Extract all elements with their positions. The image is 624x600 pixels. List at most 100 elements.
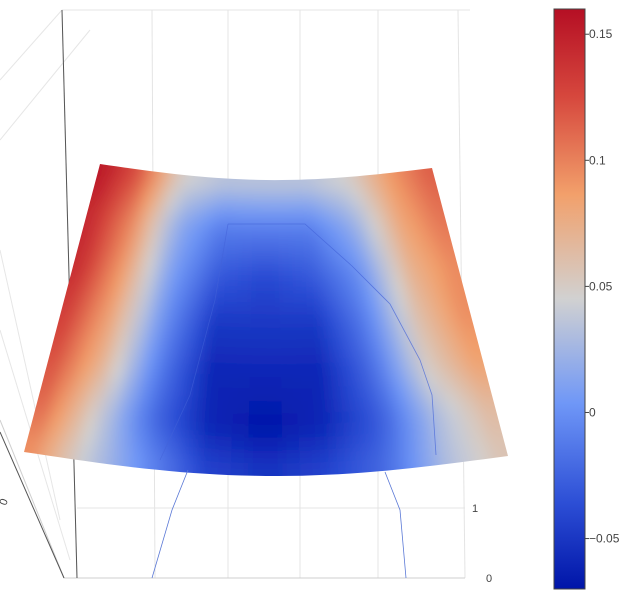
surface-patch xyxy=(290,228,306,243)
colorbar-bar xyxy=(553,8,586,590)
surface-patch xyxy=(320,288,338,303)
surface-patch xyxy=(353,335,373,351)
surface-patch xyxy=(233,375,252,391)
surface-patch xyxy=(293,314,311,329)
colorbar-tick-label: 0.15 xyxy=(589,27,613,41)
surface-patch xyxy=(279,327,297,342)
surface-patch xyxy=(336,311,355,327)
surface-patch xyxy=(205,324,224,340)
grid-line xyxy=(0,249,61,521)
surface-patch xyxy=(265,302,282,317)
surface-patch xyxy=(359,384,379,400)
surface-patch xyxy=(164,197,181,213)
surface-patch xyxy=(251,265,267,280)
surface-patch xyxy=(265,351,283,366)
surface-patch xyxy=(358,371,377,388)
surface-patch xyxy=(324,337,342,353)
surface-patch xyxy=(318,263,336,279)
surface-patch xyxy=(307,301,325,316)
surface-patch xyxy=(234,363,252,378)
surface-patch xyxy=(306,289,324,304)
surface-patch xyxy=(298,437,318,452)
surface-patch xyxy=(181,273,199,289)
surface-patch xyxy=(339,336,357,352)
surface-patch xyxy=(175,210,192,226)
surface-patch xyxy=(218,362,237,378)
surface-patch xyxy=(293,289,310,304)
surface-patch xyxy=(252,191,267,206)
surface-patch xyxy=(279,290,295,305)
surface-patch xyxy=(347,422,367,438)
surface-patch xyxy=(202,374,221,389)
surface-patch xyxy=(250,339,267,354)
surface-patch xyxy=(323,325,341,340)
surface-patch xyxy=(314,424,334,440)
surface-patch xyxy=(235,338,252,354)
x-axis-line xyxy=(0,431,65,579)
surface-patch xyxy=(305,264,322,279)
surface-patch xyxy=(265,462,285,476)
surface-patch xyxy=(240,203,255,218)
surface-patch xyxy=(265,388,283,403)
surface-patch xyxy=(224,251,241,267)
surface-patch xyxy=(203,188,219,204)
surface-patch xyxy=(280,376,299,391)
surface-patch xyxy=(315,436,335,452)
surface-patch xyxy=(277,216,293,231)
surface-patch xyxy=(163,308,181,325)
surface-patch xyxy=(223,276,240,292)
surface-patch xyxy=(265,164,279,194)
surface-patch xyxy=(311,362,329,378)
surface-patch xyxy=(368,333,388,350)
surface-plot[interactable] xyxy=(0,144,542,494)
surface-patch xyxy=(289,191,304,206)
surface-patch xyxy=(265,364,283,379)
surface-patch xyxy=(302,203,317,218)
surface-patch xyxy=(280,351,298,366)
surface-patch xyxy=(172,235,189,251)
surface-patch xyxy=(211,251,228,266)
surface-patch xyxy=(200,225,216,241)
surface-patch xyxy=(367,321,386,337)
surface-patch xyxy=(237,264,254,280)
surface-patch xyxy=(281,438,301,453)
surface-patch xyxy=(296,375,314,391)
surface-patch xyxy=(309,338,327,353)
surface-patch xyxy=(161,320,180,337)
surface-patch xyxy=(332,262,349,278)
surface-patch xyxy=(360,272,378,288)
surface-patch xyxy=(343,385,363,401)
surface-patch xyxy=(334,164,352,191)
surface-patch xyxy=(197,249,214,265)
grid-line xyxy=(0,29,91,141)
surface-patch xyxy=(289,203,305,218)
surface-patch xyxy=(325,349,344,365)
surface-patch xyxy=(199,410,219,426)
surface-patch xyxy=(278,253,294,268)
surface-patch xyxy=(187,224,204,240)
surface-patch xyxy=(298,449,318,465)
surface-patch xyxy=(291,240,307,255)
surface-patch xyxy=(248,425,267,440)
surface-patch xyxy=(253,164,267,194)
surface-patch xyxy=(159,333,179,349)
surface-patch xyxy=(169,383,189,400)
surface-patch xyxy=(232,400,251,415)
surface-patch xyxy=(363,420,384,437)
surface-patch xyxy=(157,245,175,262)
surface-patch xyxy=(265,216,280,231)
surface-patch xyxy=(154,270,172,286)
surface-patch xyxy=(414,164,457,183)
surface-patch xyxy=(278,240,294,255)
surface-patch xyxy=(311,375,330,390)
surface-patch xyxy=(188,212,205,228)
surface-patch xyxy=(338,324,356,339)
surface-patch xyxy=(194,286,212,302)
surface-patch xyxy=(265,401,283,416)
surface-patch xyxy=(365,309,384,325)
surface-patch xyxy=(250,314,267,329)
surface-patch xyxy=(180,285,198,301)
surface-patch xyxy=(281,413,300,428)
grid-line xyxy=(0,419,65,579)
